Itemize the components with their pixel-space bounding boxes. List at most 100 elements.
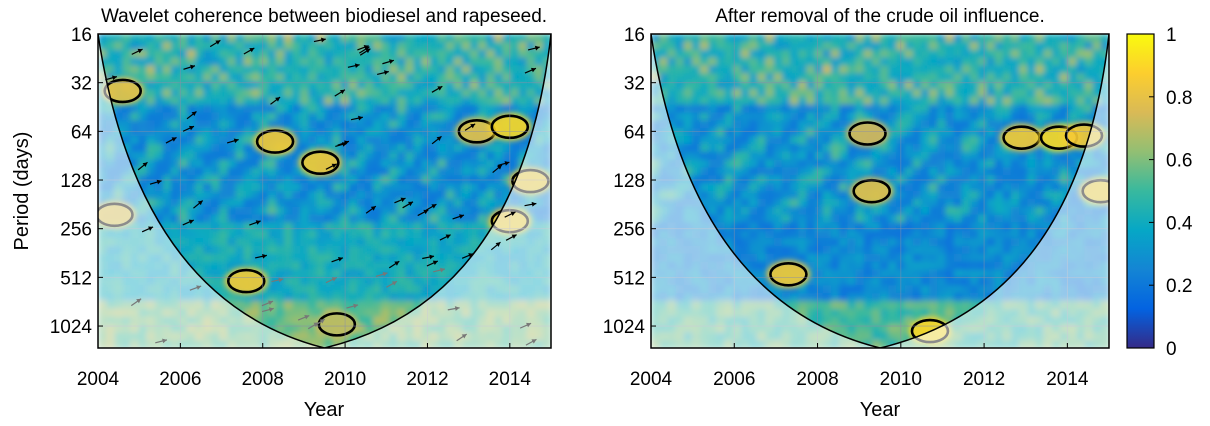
phase-arrow xyxy=(456,333,468,342)
phase-arrow xyxy=(461,253,474,259)
x-tick-label: 2004 xyxy=(630,369,673,390)
phase-arrow xyxy=(525,338,537,346)
y-tick-label: 512 xyxy=(613,268,645,289)
y-tick-label: 512 xyxy=(60,268,92,289)
coherence-region xyxy=(849,177,894,206)
x-tick-label: 2004 xyxy=(77,369,120,390)
phase-arrow xyxy=(137,161,148,171)
phase-arrow xyxy=(165,136,177,144)
phase-arrow xyxy=(388,260,400,269)
y-axis-label: Period (days) xyxy=(11,132,33,251)
phase-arrow xyxy=(189,285,202,291)
phase-arrow xyxy=(365,205,377,214)
y-tick-label: 1024 xyxy=(603,317,646,338)
phase-arrow xyxy=(358,46,370,54)
colorbar: 0 0.2 0.4 0.6 0.8 1 xyxy=(1126,25,1193,360)
y-tick-label: 128 xyxy=(60,171,92,192)
phase-arrow xyxy=(524,67,537,74)
phase-arrow xyxy=(497,161,510,167)
x-tick-label: 2012 xyxy=(406,369,448,390)
phase-arrow xyxy=(527,45,540,51)
colorbar-tick-label: 1 xyxy=(1166,25,1177,46)
y-tick-label: 64 xyxy=(624,122,646,143)
significance-contour xyxy=(226,268,266,294)
phase-arrow xyxy=(255,253,267,259)
y-tick-label: 256 xyxy=(613,220,645,241)
phase-arrow xyxy=(271,277,284,283)
phase-arrow xyxy=(209,39,221,48)
phase-arrow xyxy=(325,276,338,284)
x-tick-label: 2006 xyxy=(159,369,201,390)
phase-arrow xyxy=(186,110,197,120)
phase-arrow xyxy=(313,37,326,43)
phase-arrow xyxy=(183,64,196,70)
coi-shade-left xyxy=(98,34,325,348)
phase-arrow xyxy=(347,63,360,69)
phase-arrow xyxy=(331,257,344,263)
phase-arrow xyxy=(431,135,442,145)
significance-contour xyxy=(769,261,808,287)
coi-boundary-right xyxy=(324,34,551,348)
significance-contour xyxy=(317,312,357,337)
y-tick-label: 1024 xyxy=(50,317,93,338)
x-tick-label: 2014 xyxy=(489,369,532,390)
phase-arrow xyxy=(505,234,517,241)
colorbar-tick-label: 0.8 xyxy=(1166,88,1192,109)
phase-arrow xyxy=(249,220,261,226)
significance-contour xyxy=(848,121,887,146)
phase-arrow xyxy=(377,70,389,75)
phase-arrow xyxy=(492,164,503,174)
x-tick-label: 2008 xyxy=(242,369,284,390)
x-tick-label: 2008 xyxy=(796,369,838,390)
phase-arrow xyxy=(141,226,154,233)
phase-arrow xyxy=(452,214,465,220)
y-tick-label: 32 xyxy=(71,74,92,95)
y-tick-label: 128 xyxy=(613,171,645,192)
significance-contour xyxy=(301,150,340,175)
coherence-region xyxy=(314,310,359,339)
phase-arrow xyxy=(382,59,395,65)
y-tick-label: 64 xyxy=(71,122,93,143)
coi-shade-left xyxy=(651,34,880,348)
phase-arrow xyxy=(426,260,439,267)
significance-contour xyxy=(255,129,295,154)
phase-arrow xyxy=(394,197,406,204)
phase-arrow xyxy=(270,96,281,105)
phase-arrow xyxy=(422,254,435,260)
x-tick-label: 2012 xyxy=(963,369,1005,390)
panel-title: After removal of the crude oil influence… xyxy=(715,6,1045,27)
colorbar-tick-label: 0.6 xyxy=(1166,151,1192,172)
phase-arrow xyxy=(182,219,194,226)
coherence-panel-partial: After removal of the crude oil influence… xyxy=(603,6,1110,421)
coi-shade-right xyxy=(324,34,551,348)
y-tick-label: 256 xyxy=(60,220,92,241)
coi-boundary-left xyxy=(651,34,881,348)
coherence-region xyxy=(253,127,298,156)
y-tick-label: 32 xyxy=(624,74,645,95)
phase-arrow xyxy=(226,138,239,144)
phase-arrow xyxy=(105,75,118,81)
phase-arrow xyxy=(504,211,516,218)
panel-title: Wavelet coherence between biodiesel and … xyxy=(101,6,547,27)
phase-arrow xyxy=(439,234,451,241)
colorbar-gradient xyxy=(1126,33,1155,349)
phase-arrow xyxy=(524,201,537,207)
coherence-region xyxy=(766,260,811,289)
x-tick-label: 2010 xyxy=(880,369,922,390)
phase-arrow xyxy=(417,209,429,217)
phase-arrow xyxy=(297,314,310,321)
coherence-panel-raw: Wavelet coherence between biodiesel and … xyxy=(11,6,552,421)
phase-arrow xyxy=(337,140,350,146)
x-axis-label: Year xyxy=(304,399,345,421)
coi-boundary-right xyxy=(879,34,1109,348)
x-tick-label: 2006 xyxy=(713,369,755,390)
phase-arrow xyxy=(402,201,414,209)
phase-arrow xyxy=(307,321,319,330)
coherence-region xyxy=(298,148,343,177)
phase-arrow xyxy=(130,298,142,307)
coherence-region xyxy=(845,119,890,148)
phase-arrow xyxy=(433,267,445,273)
phase-arrow xyxy=(447,306,460,311)
colorbar-tick-label: 0.4 xyxy=(1166,213,1193,234)
x-tick-label: 2010 xyxy=(324,369,366,390)
